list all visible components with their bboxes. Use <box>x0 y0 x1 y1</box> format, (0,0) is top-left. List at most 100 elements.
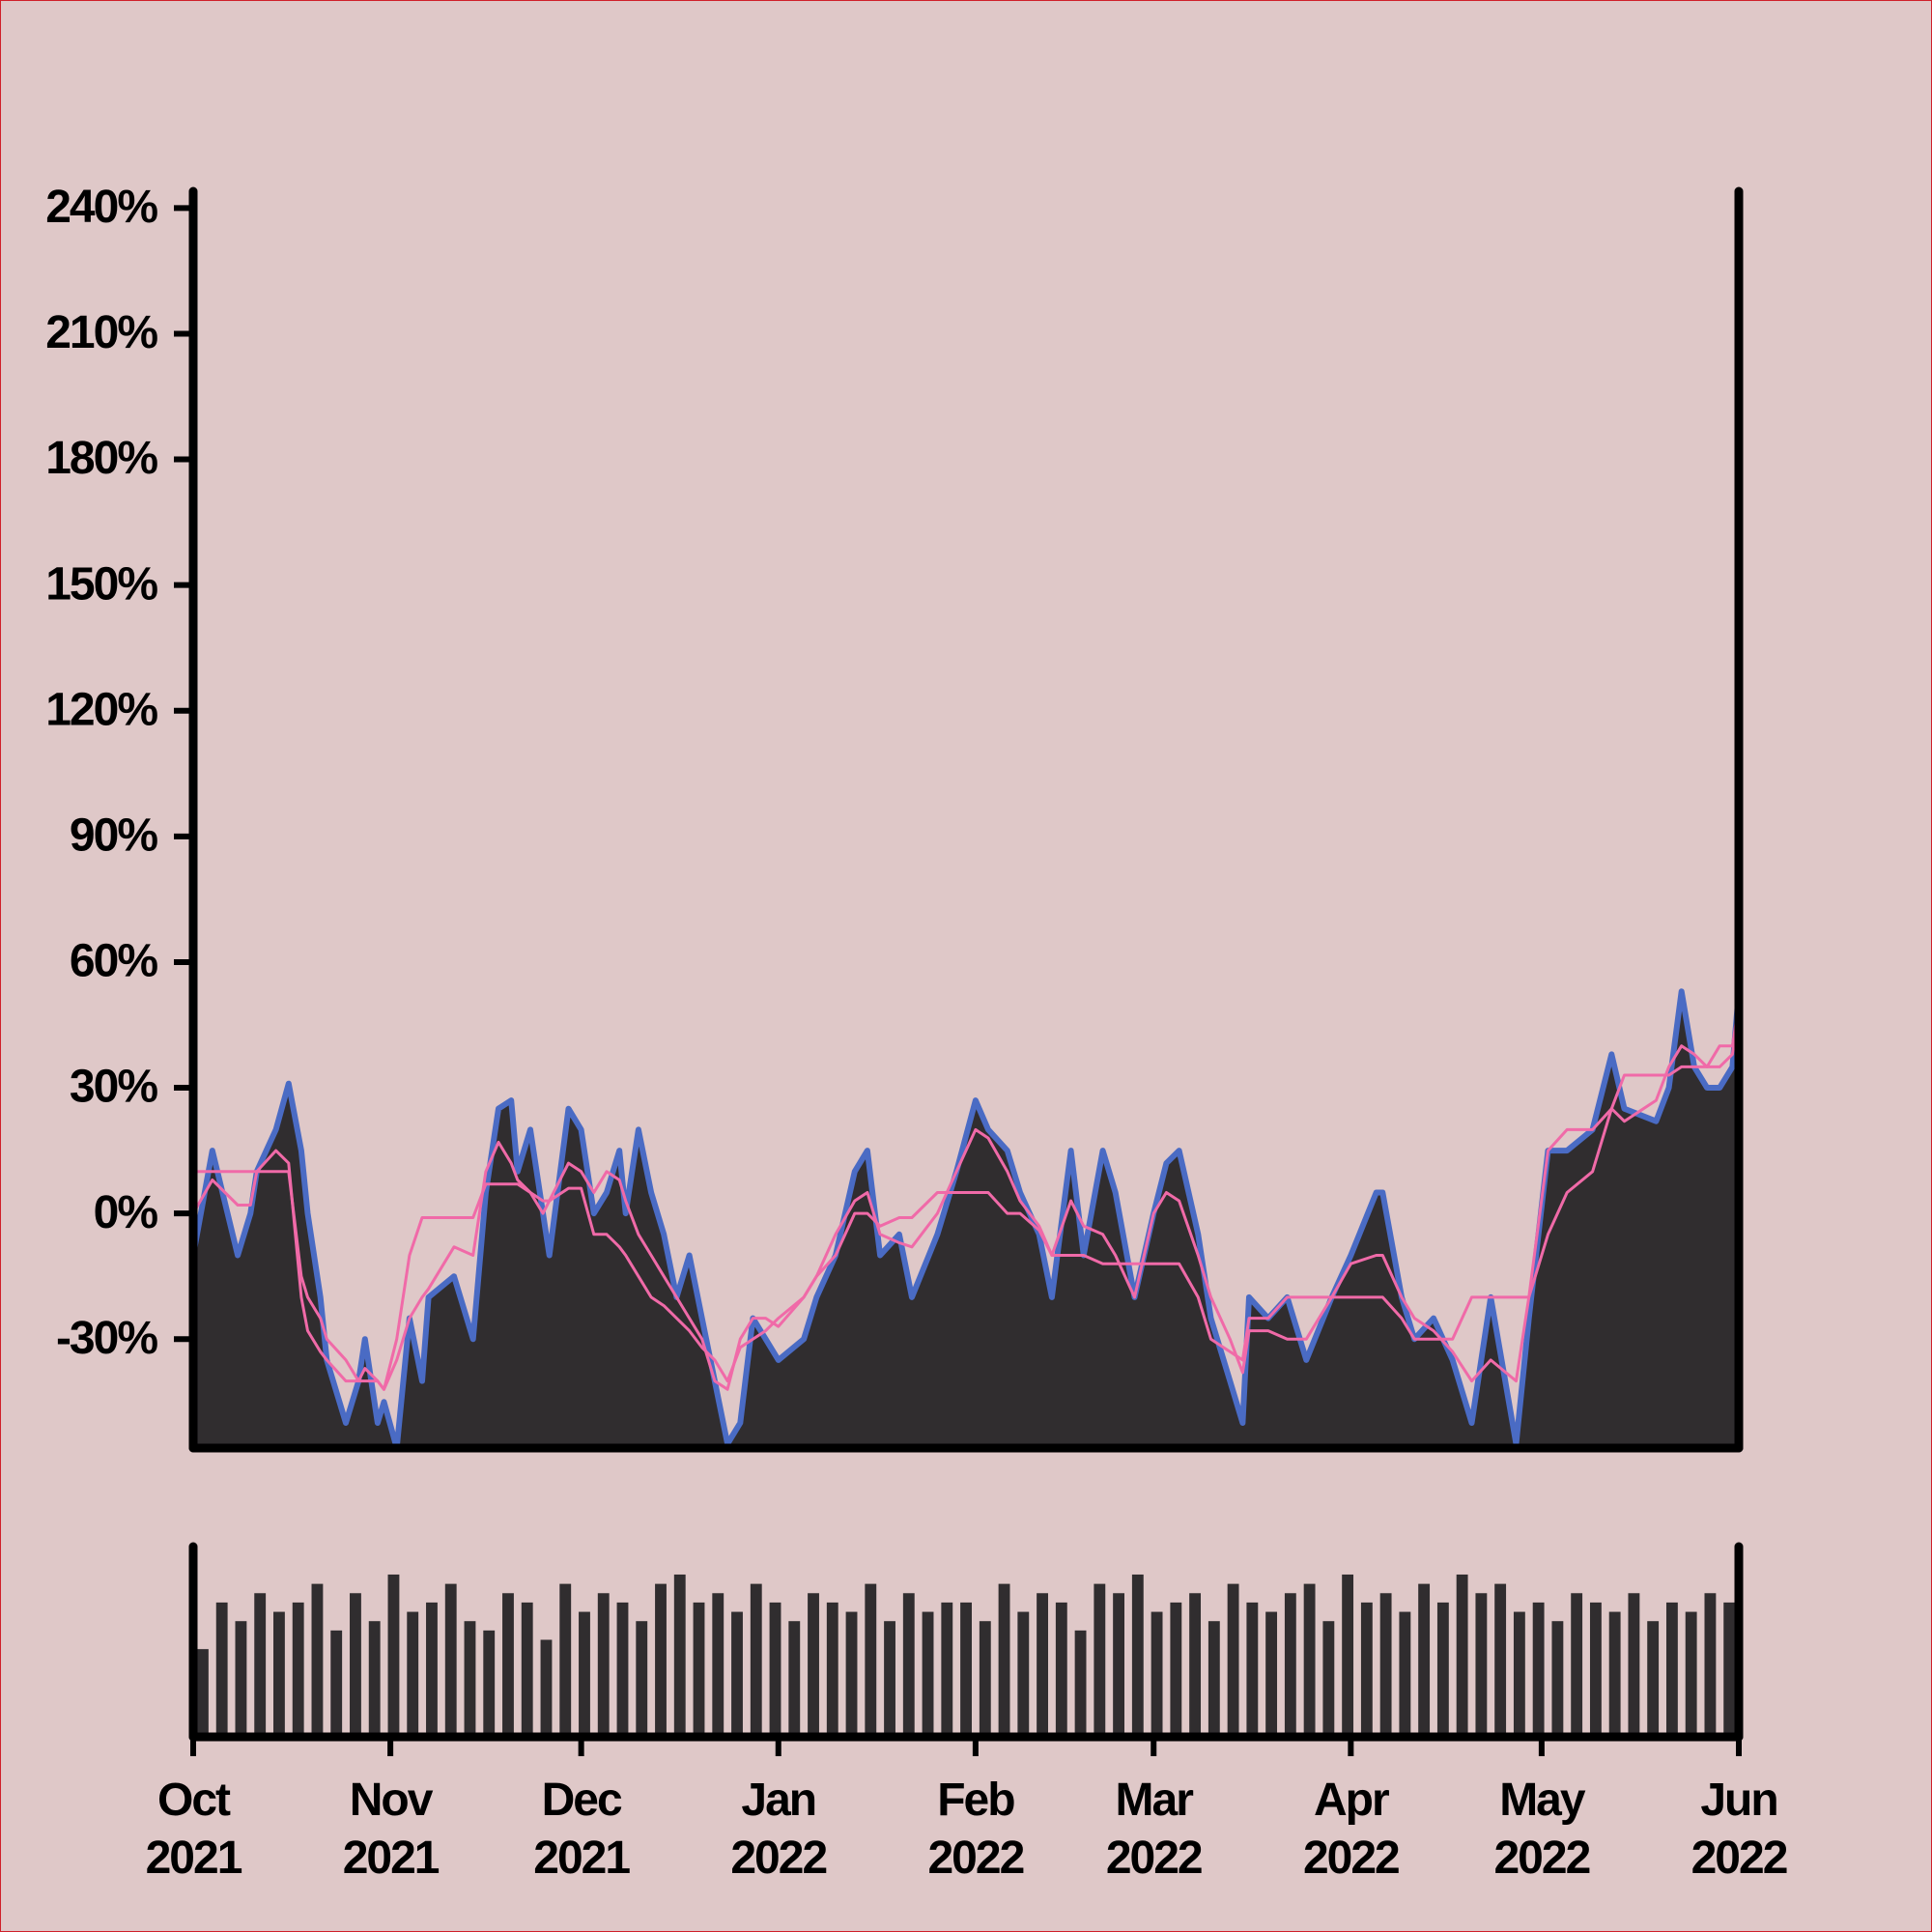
volume-bar <box>1322 1621 1335 1733</box>
volume-bar <box>368 1621 381 1733</box>
line <box>190 988 1742 1451</box>
volume-bar <box>1208 1621 1220 1733</box>
volume-bar <box>1113 1593 1124 1733</box>
line <box>191 1004 1741 1391</box>
volume-bar <box>426 1602 438 1733</box>
plot-layer <box>174 205 1742 1733</box>
x-tick-label-line: Oct <box>157 1775 231 1826</box>
volume-bar <box>254 1593 267 1733</box>
volume-bar <box>1074 1630 1087 1733</box>
x-tick-label: Dec 2021 <box>533 1775 630 1884</box>
x-tick-label: Nov 2021 <box>343 1775 440 1884</box>
volume-bar <box>1723 1602 1736 1733</box>
y-tick-label: 0% <box>94 1187 158 1238</box>
volume-bar <box>845 1611 858 1733</box>
volume-bar <box>1246 1602 1259 1733</box>
y-tick-label: 180% <box>45 433 157 484</box>
volume-bar <box>655 1583 667 1733</box>
volume-bar <box>1456 1574 1468 1733</box>
x-tick-label-line: Apr <box>1314 1775 1389 1826</box>
volume-bar <box>311 1583 324 1733</box>
volume-bar <box>1227 1583 1239 1733</box>
volume-bar <box>1284 1593 1296 1733</box>
volume-bar <box>1571 1593 1583 1733</box>
volume-bar <box>902 1593 915 1733</box>
volume-bar <box>1360 1602 1373 1733</box>
x-tick-label-line: Nov <box>350 1775 434 1826</box>
x-tick-label: Apr 2022 <box>1303 1775 1399 1884</box>
volume-bar <box>1665 1602 1678 1733</box>
volume-bar <box>865 1583 877 1733</box>
volume-bar <box>350 1593 361 1733</box>
x-tick-label: Jun 2022 <box>1691 1775 1787 1884</box>
volume-bar <box>922 1611 934 1733</box>
volume-bar <box>1131 1574 1144 1733</box>
volume-bar <box>750 1583 762 1733</box>
volume-bar <box>1094 1583 1106 1733</box>
volume-bar <box>960 1602 972 1733</box>
x-tick-label-line: 2022 <box>1493 1833 1589 1884</box>
volume-bar <box>235 1621 247 1733</box>
volume-bar <box>330 1630 343 1733</box>
volume-bar <box>1170 1602 1182 1733</box>
y-tick-label: 60% <box>70 936 157 987</box>
volume-bar <box>1418 1583 1431 1733</box>
x-tick-label-line: 2022 <box>927 1833 1023 1884</box>
volume-bar <box>1475 1593 1488 1733</box>
y-tick-label: -30% <box>56 1313 157 1364</box>
volume-bar <box>808 1593 819 1733</box>
volume-bar <box>1017 1611 1030 1733</box>
volume-bar <box>826 1602 838 1733</box>
volume-bar <box>1513 1611 1525 1733</box>
volume-bar <box>1436 1602 1449 1733</box>
x-tick-label-line: 2021 <box>343 1833 440 1884</box>
volume-bar <box>998 1583 1010 1733</box>
volume-bar <box>502 1593 514 1733</box>
volume-bar <box>1494 1583 1507 1733</box>
volume-bar <box>769 1602 781 1733</box>
x-tick-label-line: 2022 <box>1106 1833 1202 1884</box>
volume-bar <box>1608 1611 1621 1733</box>
volume-bar <box>444 1583 457 1733</box>
x-tick-label-line: 2022 <box>730 1833 826 1884</box>
line <box>193 1004 1741 1391</box>
volume-bar <box>1551 1621 1564 1733</box>
x-tick-label-line: May <box>1499 1775 1586 1826</box>
volume-bar <box>559 1583 572 1733</box>
x-tick-label-line: 2021 <box>533 1833 630 1884</box>
x-tick-label: Feb 2022 <box>927 1775 1023 1884</box>
volume-bar <box>407 1611 419 1733</box>
volume-bar <box>1342 1574 1354 1733</box>
volume-bar <box>521 1602 533 1733</box>
x-tick-label: May 2022 <box>1493 1775 1589 1884</box>
volume-bar <box>1647 1621 1660 1733</box>
x-tick-label-line: Dec <box>542 1775 622 1826</box>
volume-bar <box>636 1621 648 1733</box>
volume-bar <box>215 1602 228 1733</box>
volume-bar <box>387 1574 400 1733</box>
y-tick-label: 90% <box>70 810 157 862</box>
x-tick-label: Jan 2022 <box>730 1775 826 1884</box>
volume-bar <box>673 1574 686 1733</box>
volume-bar <box>292 1602 304 1733</box>
volume-bar <box>1189 1593 1202 1733</box>
volume-bar <box>1532 1602 1545 1733</box>
x-tick-label-line: Jun <box>1700 1775 1776 1826</box>
volume-bar <box>464 1621 476 1733</box>
volume-bar <box>1399 1611 1411 1733</box>
volume-bar <box>597 1593 610 1733</box>
volume-bar <box>540 1639 553 1733</box>
volume-bar <box>197 1649 209 1733</box>
volume-bar <box>273 1611 285 1733</box>
volume-bar <box>579 1611 590 1733</box>
volume-bar <box>1151 1611 1163 1733</box>
x-tick-label-line: 2021 <box>146 1833 242 1884</box>
volume-bar <box>1379 1593 1392 1733</box>
volume-bar <box>979 1621 991 1733</box>
y-tick-label: 210% <box>45 307 157 358</box>
volume-bar <box>1303 1583 1316 1733</box>
y-tick-label: 30% <box>70 1062 157 1113</box>
volume-bar <box>941 1602 953 1733</box>
